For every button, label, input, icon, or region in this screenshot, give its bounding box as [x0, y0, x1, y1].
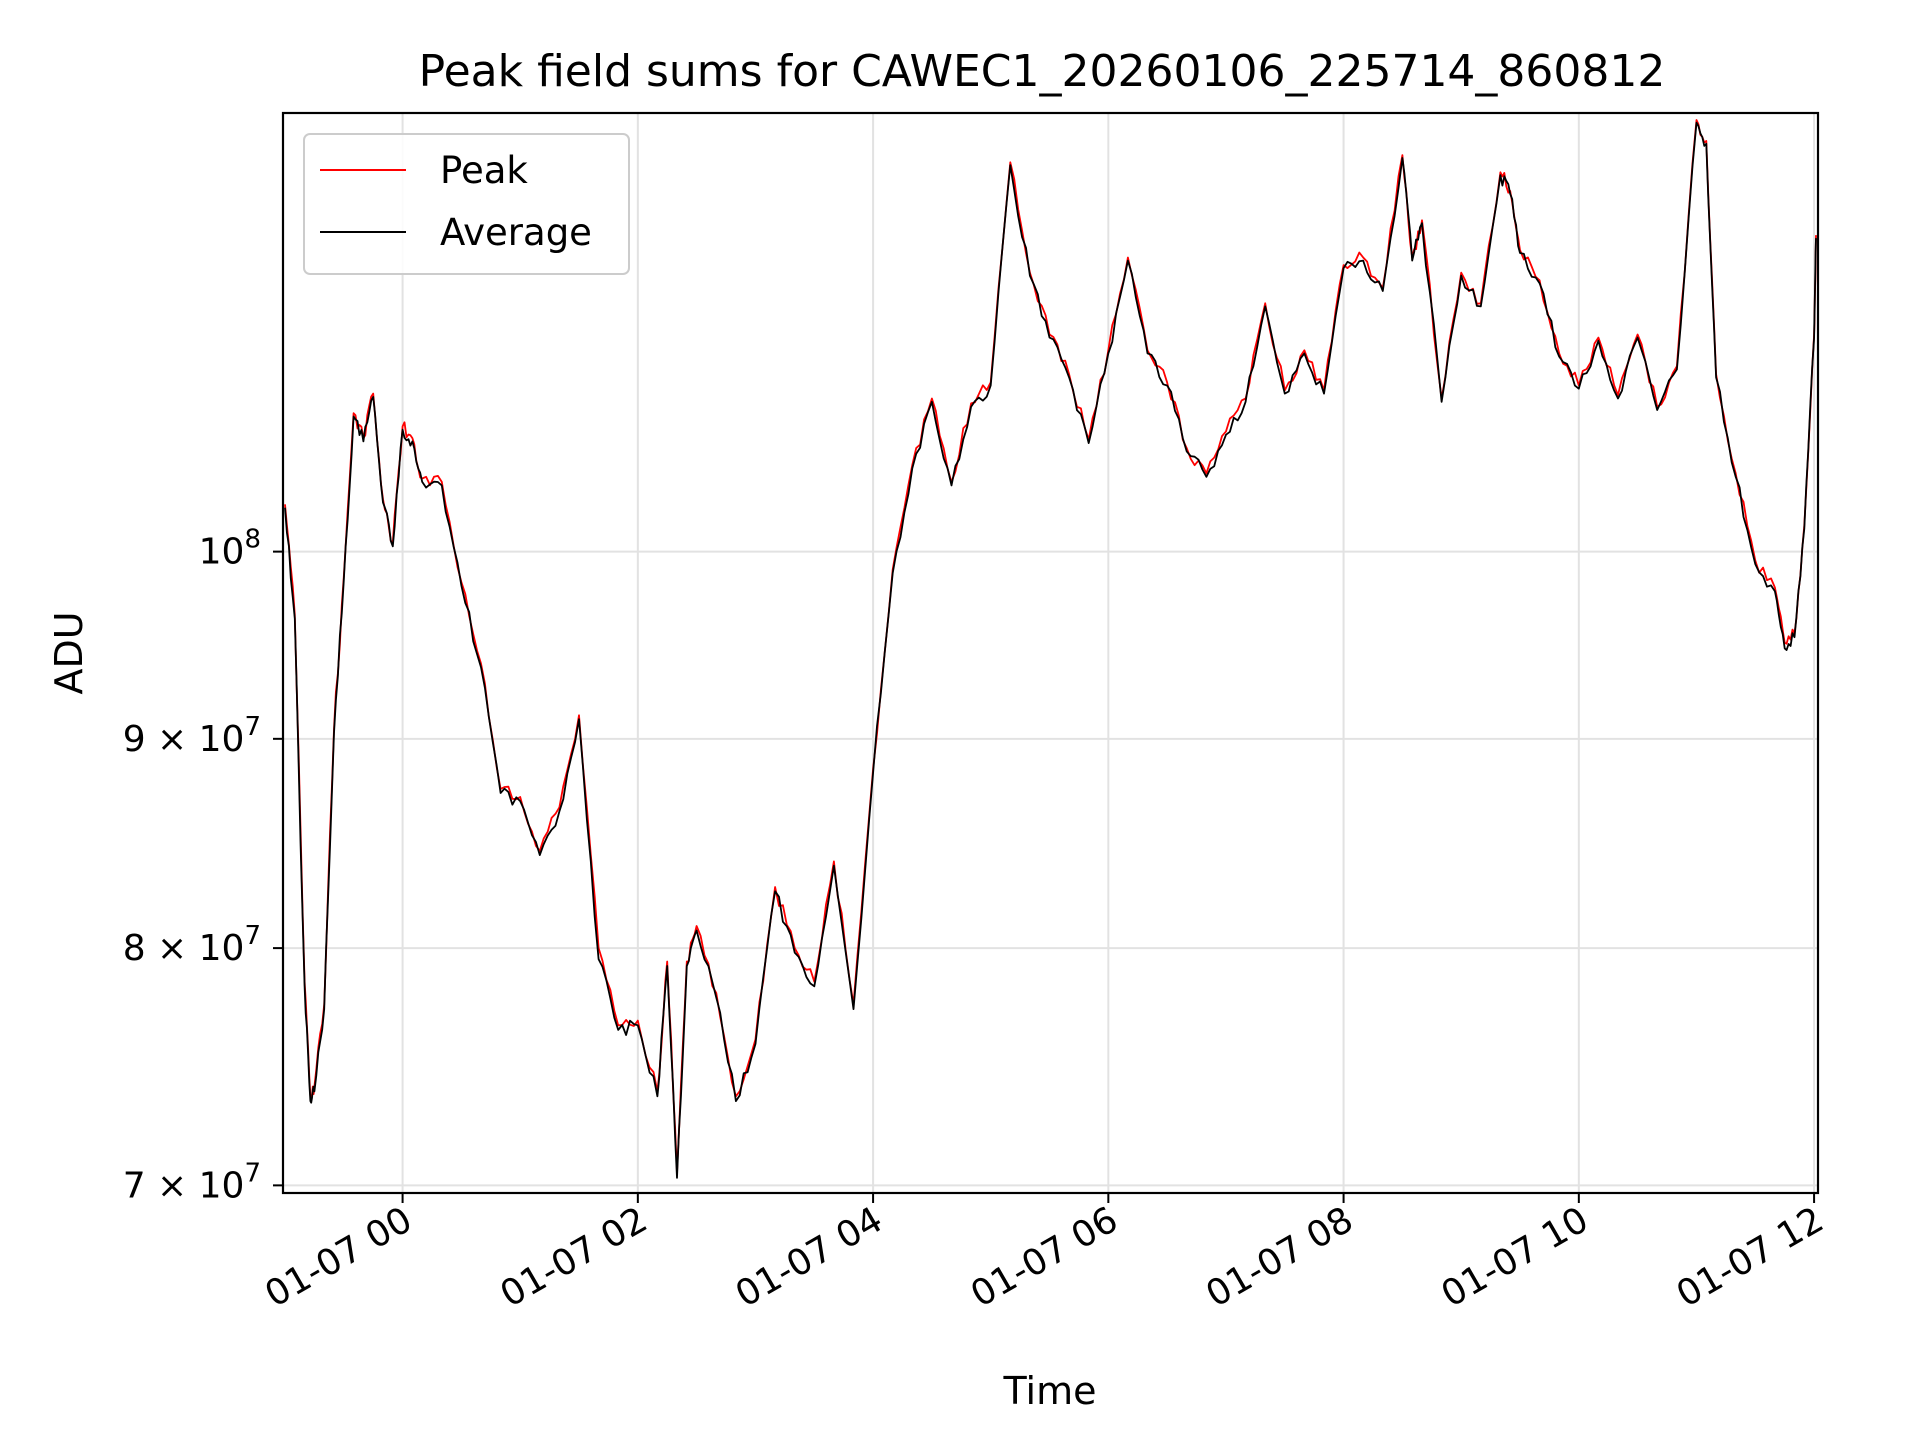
y-tick-label: 7 × 107 — [123, 1158, 261, 1206]
series-line-peak — [284, 119, 1817, 1174]
series-layer — [284, 119, 1817, 1179]
legend-label-average: Average — [440, 211, 592, 254]
x-axis-label: Time — [1003, 1369, 1097, 1413]
y-tick-base: 9 × 10 — [123, 719, 245, 760]
x-tick-label: 01-07 08 — [1199, 1199, 1360, 1315]
y-tick-exponent: 7 — [244, 921, 261, 951]
x-tick-label: 01-07 00 — [258, 1199, 419, 1315]
x-tick-label: 01-07 12 — [1670, 1199, 1831, 1315]
y-axis-label: ADU — [47, 611, 91, 694]
y-tick-label: 9 × 107 — [123, 712, 261, 760]
y-tick-label: 108 — [199, 525, 261, 573]
x-tick-label: 01-07 04 — [729, 1199, 890, 1315]
y-gridlines — [283, 550, 1818, 1187]
y-tick-label: 8 × 107 — [123, 921, 261, 969]
x-tick-label: 01-07 02 — [494, 1199, 655, 1315]
legend: Peak Average — [303, 133, 630, 275]
y-tick-exponent: 8 — [244, 525, 261, 555]
y-tick-base: 8 × 10 — [123, 928, 245, 969]
y-tick-base: 10 — [199, 532, 245, 573]
x-axis-ticks: 01-07 00 01-07 02 01-07 04 01-07 06 01-07 08… — [258, 1193, 1831, 1316]
x-tick-label: 01-07 06 — [964, 1199, 1125, 1315]
y-tick-exponent: 7 — [244, 712, 261, 742]
y-tick-base: 7 × 10 — [123, 1165, 245, 1206]
legend-label-peak: Peak — [440, 149, 528, 192]
series-line-average — [284, 121, 1817, 1179]
y-tick-exponent: 7 — [244, 1158, 261, 1188]
chart-title: Peak field sums for CAWEC1_20260106_2257… — [419, 46, 1666, 97]
plot-frame — [281, 111, 1820, 1195]
x-tick-label: 01-07 10 — [1435, 1199, 1596, 1315]
